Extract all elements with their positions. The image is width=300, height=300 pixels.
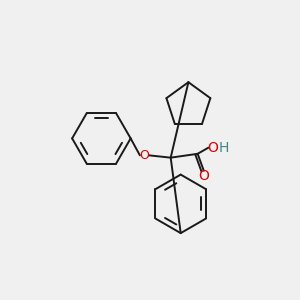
Text: O: O [208, 141, 218, 155]
Text: H: H [219, 141, 229, 155]
Text: O: O [198, 169, 209, 183]
Text: O: O [140, 149, 149, 162]
